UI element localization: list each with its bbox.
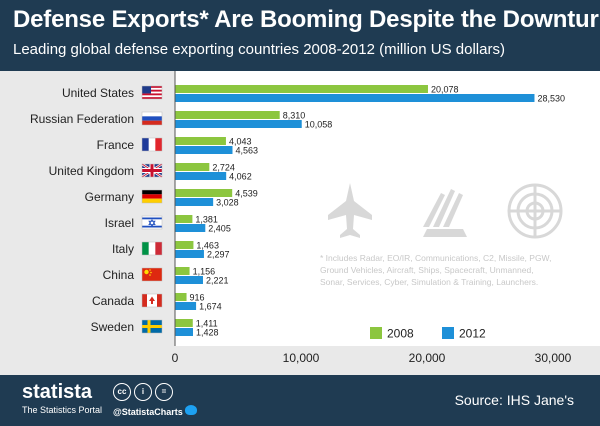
category-label: Israel [105, 216, 134, 230]
bar-chart: * Includes Radar, EO/IR, Communications,… [0, 71, 600, 375]
source-text: Source: IHS Jane's [454, 392, 574, 408]
russia-flag-icon [141, 111, 163, 126]
legend-swatch-2008 [370, 327, 382, 339]
footnote: * Includes Radar, EO/IR, Communications,… [320, 253, 554, 287]
data-label: 1,381 [195, 215, 218, 225]
flags [141, 85, 163, 334]
statista-tagline: The Statistics Portal [22, 405, 103, 415]
x-tick-label: 20,000 [409, 351, 446, 365]
category-label: Russian Federation [30, 112, 134, 126]
bar-2012 [175, 146, 233, 154]
bar-2008 [175, 189, 233, 197]
data-label: 20,078 [431, 85, 459, 95]
germany-flag-icon [141, 189, 163, 204]
footer: statista The Statistics Portal cc i = @S… [0, 375, 600, 426]
italy-flag-icon [141, 241, 163, 256]
x-axis: 0 10,000 20,000 30,000 [172, 71, 572, 365]
attribution-icon: i [134, 383, 152, 401]
data-label: 3,028 [216, 198, 239, 208]
data-label: 2,405 [208, 224, 231, 234]
data-label: 916 [190, 293, 205, 303]
bars: 20,07828,5308,31010,0584,0434,5632,7244,… [175, 85, 565, 338]
category-labels: United States Russian Federation France Uni… [30, 86, 134, 334]
x-tick-label: 30,000 [535, 351, 572, 365]
no-derivatives-icon: = [155, 383, 173, 401]
us-flag-icon [141, 85, 163, 100]
category-label: Italy [112, 242, 134, 256]
data-label: 1,428 [196, 328, 219, 338]
bar-2008 [175, 319, 193, 327]
bar-2008 [175, 137, 226, 145]
category-label: Germany [85, 190, 134, 204]
data-label: 1,156 [193, 267, 216, 277]
page-title: Defense Exports* Are Booming Despite the… [13, 6, 600, 33]
x-tick-label: 0 [172, 351, 179, 365]
category-label: United States [62, 86, 134, 100]
israel-flag-icon [141, 215, 163, 230]
france-flag-icon [141, 137, 163, 152]
bar-2012 [175, 198, 214, 206]
bar-2008 [175, 267, 190, 275]
data-label: 2,724 [212, 163, 235, 173]
category-label: Sweden [91, 320, 134, 334]
data-label: 1,411 [196, 319, 218, 329]
data-label: 4,539 [235, 189, 258, 199]
twitter-handle[interactable]: @StatistaCharts [113, 407, 183, 417]
data-label: 2,221 [206, 276, 229, 286]
data-label: 8,310 [283, 111, 306, 121]
bar-2008 [175, 293, 187, 301]
bar-2012 [175, 276, 203, 284]
legend-swatch-2012 [442, 327, 454, 339]
bar-2008 [175, 241, 194, 249]
category-label: United Kingdom [49, 164, 134, 178]
data-label: 4,043 [229, 137, 252, 147]
bar-2012 [175, 224, 206, 232]
bar-2008 [175, 85, 428, 93]
x-tick-label: 10,000 [283, 351, 320, 365]
cc-icon: cc [113, 383, 131, 401]
data-label: 2,297 [207, 250, 230, 260]
sweden-flag-icon [141, 319, 163, 334]
bar-2012 [175, 250, 204, 258]
radar-icon [507, 183, 563, 239]
bar-2008 [175, 215, 193, 223]
china-flag-icon [141, 267, 163, 282]
bar-2012 [175, 328, 193, 336]
legend-label: 2008 [387, 327, 414, 341]
page-subtitle: Leading global defense exporting countri… [13, 41, 505, 58]
bar-2012 [175, 172, 227, 180]
decorative-icons [328, 183, 563, 239]
uk-flag-icon [141, 162, 163, 179]
header: Defense Exports* Are Booming Despite the… [0, 0, 600, 71]
data-label: 4,062 [229, 172, 252, 182]
bar-2012 [175, 302, 197, 310]
category-label: China [103, 268, 135, 282]
legend-label: 2012 [459, 327, 486, 341]
missile-launcher-icon [423, 189, 467, 237]
category-label: Canada [92, 294, 134, 308]
category-label: France [97, 138, 135, 152]
statista-logo: statista [22, 381, 93, 403]
bar-2012 [175, 120, 302, 128]
data-label: 10,058 [305, 120, 333, 130]
data-label: 4,563 [235, 146, 258, 156]
fighter-jet-icon [328, 183, 372, 238]
canada-flag-icon [141, 293, 163, 308]
legend: 2008 2012 [370, 327, 486, 341]
data-label: 28,530 [537, 94, 565, 104]
bar-2008 [175, 111, 280, 119]
data-label: 1,463 [196, 241, 219, 251]
bar-2008 [175, 163, 210, 171]
bar-2012 [175, 94, 535, 102]
data-label: 1,674 [199, 302, 222, 312]
twitter-bird-icon [185, 405, 197, 415]
